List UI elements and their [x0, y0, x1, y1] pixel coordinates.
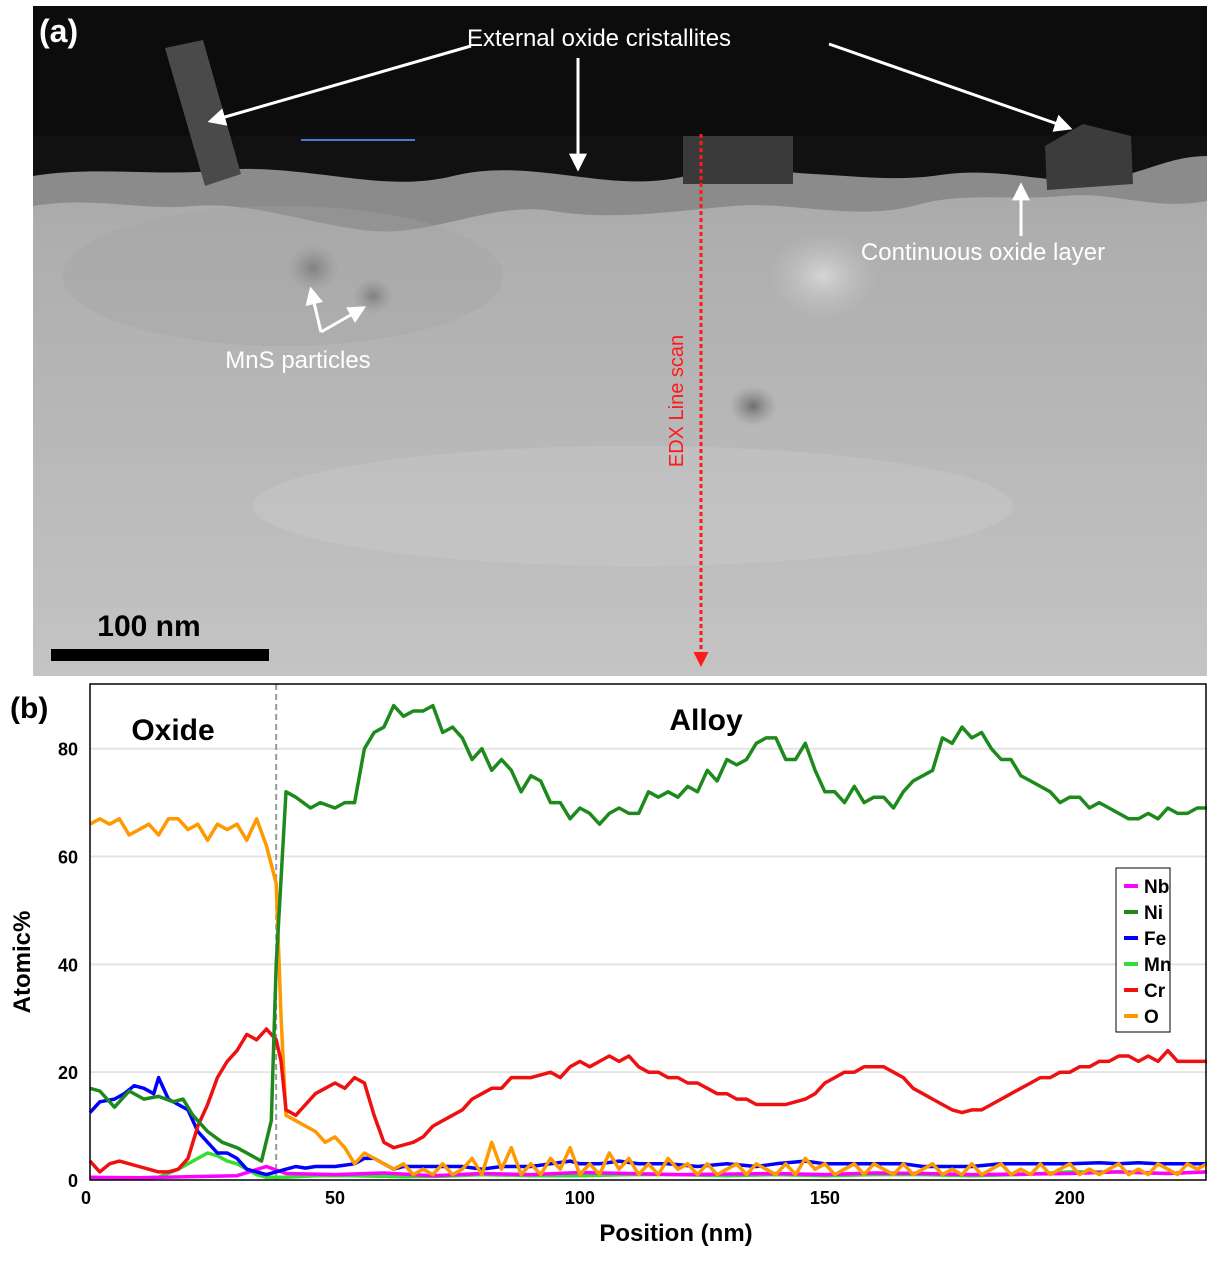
- dark-feature: [729, 386, 777, 426]
- arrow-external-left: [207, 44, 472, 126]
- x-tick-label: 100: [565, 1188, 595, 1208]
- external-oxide-label: External oxide cristallites: [467, 25, 731, 52]
- x-tick-labels: 0 50 100 150 200: [81, 1188, 1085, 1208]
- x-tick-label: 50: [325, 1188, 345, 1208]
- legend-box: [1115, 867, 1171, 1033]
- edx-line-scan-label: EDX Line scan: [666, 335, 688, 467]
- x-tick-label: 200: [1055, 1188, 1085, 1208]
- panel-b-label: (b): [10, 692, 48, 725]
- panel-a-label: (a): [39, 13, 78, 49]
- y-tick-label: 60: [58, 848, 78, 868]
- continuous-oxide-label: Continuous oxide layer: [861, 239, 1105, 266]
- scale-bar-label: 100 nm: [97, 610, 200, 643]
- oxide-crystallite-right: [1045, 124, 1133, 190]
- texture-2: [253, 446, 1013, 566]
- legend-label-cr: Cr: [1144, 981, 1166, 1002]
- mns-particle-2: [353, 278, 393, 314]
- x-tick-label: 150: [810, 1188, 840, 1208]
- y-tick-label: 80: [58, 740, 78, 760]
- vacuum-dark: [33, 6, 1207, 136]
- texture-1: [63, 206, 503, 346]
- x-tick-label: 0: [81, 1188, 91, 1208]
- series-line-fe: [88, 1075, 1207, 1177]
- y-tick-label: 0: [68, 1171, 78, 1191]
- arrow-external-right: [828, 42, 1073, 132]
- legend-label-mn: Mn: [1144, 955, 1171, 976]
- legend-label-o: O: [1144, 1007, 1159, 1028]
- tem-micrograph: (a) External oxide cristallites Continuo…: [33, 6, 1207, 676]
- series-line-o: [89, 817, 1207, 1177]
- x-axis-label: Position (nm): [599, 1220, 752, 1247]
- y-axis-label: Atomic%: [9, 911, 36, 1014]
- region-alloy-label: Alloy: [669, 704, 743, 737]
- scale-bar: [51, 649, 269, 661]
- legend-label-nb: Nb: [1144, 877, 1169, 898]
- legend: Nb Ni Fe Mn Cr O: [1115, 867, 1171, 1033]
- arrow-mns-1: [305, 286, 324, 333]
- y-tick-labels: 0 20 40 60 80: [58, 740, 78, 1191]
- y-tick-label: 20: [58, 1063, 78, 1083]
- blue-marker-line: [301, 139, 415, 141]
- plot-frame: [89, 683, 1207, 1181]
- mns-particle-1: [287, 244, 339, 292]
- edx-line-scan-chart: 0 20 40 60 80 0 50 100 150 200 (b) Oxide Alloy P…: [0, 676, 1207, 1266]
- region-oxide-label: Oxide: [131, 714, 214, 747]
- oxide-crystallite-left: [165, 40, 241, 186]
- series-line-ni: [89, 703, 1207, 1163]
- y-tick-label: 40: [58, 955, 78, 975]
- series-line-nb: [89, 1164, 1207, 1180]
- series-line-cr: [88, 1027, 1207, 1174]
- arrow-mns-2: [320, 306, 367, 334]
- bright-grain: [768, 231, 878, 321]
- legend-label-fe: Fe: [1144, 929, 1166, 950]
- legend-label-ni: Ni: [1144, 903, 1163, 924]
- mns-particles-label: MnS particles: [225, 347, 370, 374]
- series-layer: [88, 703, 1207, 1181]
